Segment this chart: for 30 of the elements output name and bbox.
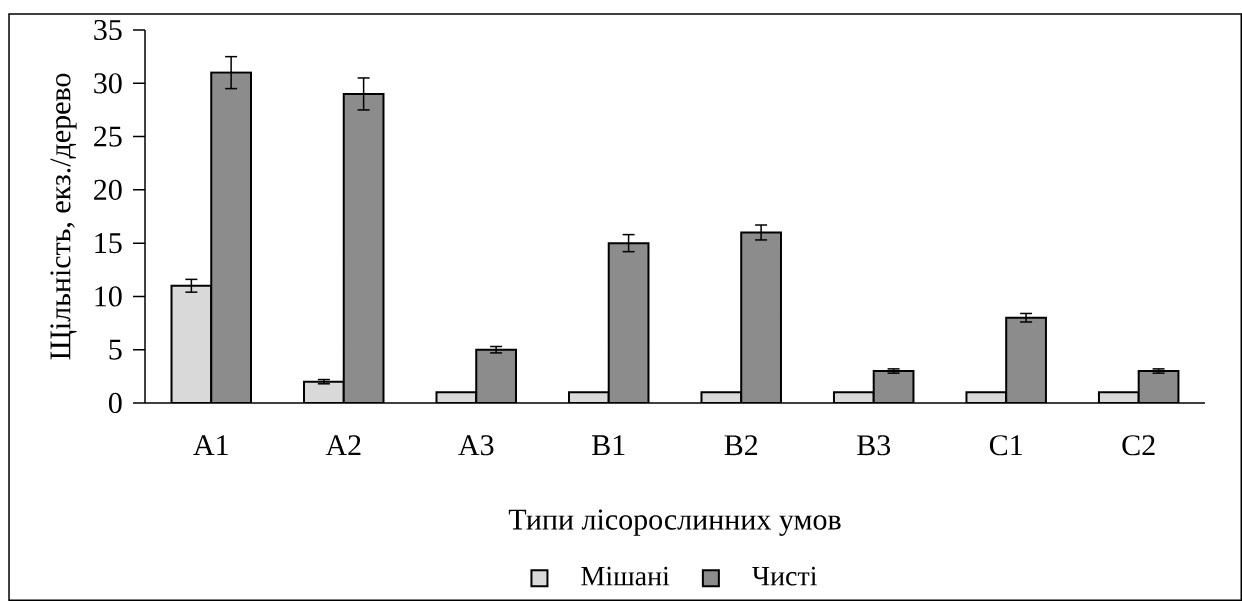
bar (170, 284, 213, 403)
y-tick-label: 25 (94, 126, 122, 147)
bar (303, 380, 345, 403)
bar (740, 231, 782, 403)
y-tick-label: 35 (94, 19, 122, 41)
bar (1137, 370, 1180, 403)
y-tick-label: 10 (95, 286, 122, 307)
bar (872, 370, 915, 403)
x-tick-label: B3 (857, 435, 891, 456)
x-tick-label: A2 (325, 435, 361, 456)
y-tick-label: 20 (94, 179, 122, 200)
bar (607, 242, 650, 403)
x-tick-label: B2 (724, 435, 758, 456)
x-tick-label: A1 (193, 435, 228, 455)
y-tick-label: 0 (108, 392, 122, 414)
legend-label: Мішані (581, 566, 670, 586)
y-tick-label: 30 (94, 73, 122, 94)
x-tick-label: A3 (458, 435, 494, 456)
y-tick-label: 15 (95, 233, 122, 254)
y-axis-title: Щільність, екз./дерево (50, 73, 77, 360)
bar (475, 348, 517, 403)
x-tick-label: B1 (592, 435, 625, 456)
bar (1005, 316, 1047, 403)
x-axis-title: Типи лісорослинних умов (508, 509, 841, 536)
x-tick-label: C1 (989, 435, 1022, 456)
bar (210, 71, 252, 403)
y-tick-label: 5 (109, 339, 122, 360)
bar (342, 92, 385, 403)
x-tick-label: C2 (1122, 435, 1155, 456)
legend-label: Чисті (752, 566, 817, 586)
